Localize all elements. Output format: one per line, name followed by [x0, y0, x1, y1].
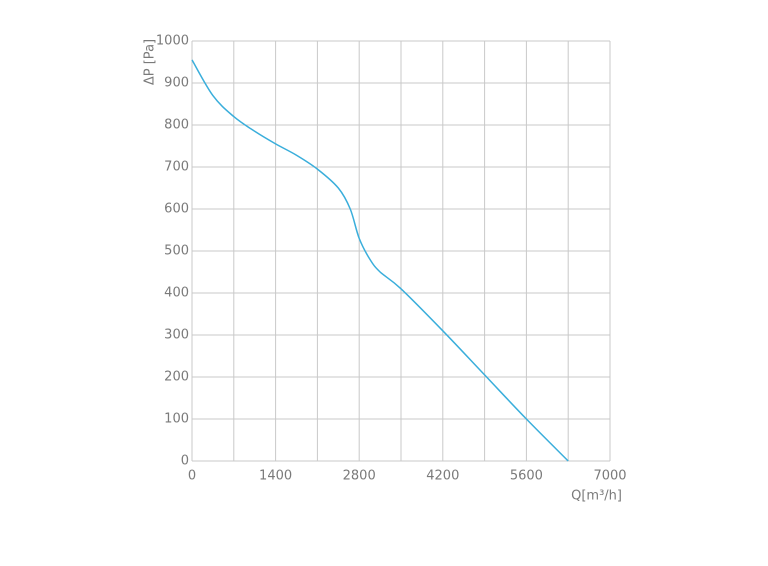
y-tick-label: 900	[164, 76, 189, 91]
y-tick-label: 800	[164, 118, 189, 133]
y-tick-label: 100	[164, 412, 189, 427]
x-tick-label: 4200	[426, 469, 459, 484]
x-tick-label: 1400	[259, 469, 292, 484]
y-tick-label: 500	[164, 244, 189, 259]
curve	[191, 59, 569, 462]
y-tick-label: 600	[164, 202, 189, 217]
x-tick-label: 7000	[593, 469, 626, 484]
x-axis-label: Q[m³/h]	[571, 489, 622, 504]
x-tick-label: 0	[188, 469, 196, 484]
y-tick-label: 1000	[156, 34, 189, 49]
x-tick-label: 5600	[510, 469, 543, 484]
y-tick-label: 0	[181, 454, 189, 469]
y-tick-label: 300	[164, 328, 189, 343]
y-axis-label: ΔP [Pa]	[143, 39, 158, 85]
y-tick-label: 400	[164, 286, 189, 301]
x-tick-label: 2800	[343, 469, 376, 484]
y-tick-label: 200	[164, 370, 189, 385]
y-tick-label: 700	[164, 160, 189, 175]
